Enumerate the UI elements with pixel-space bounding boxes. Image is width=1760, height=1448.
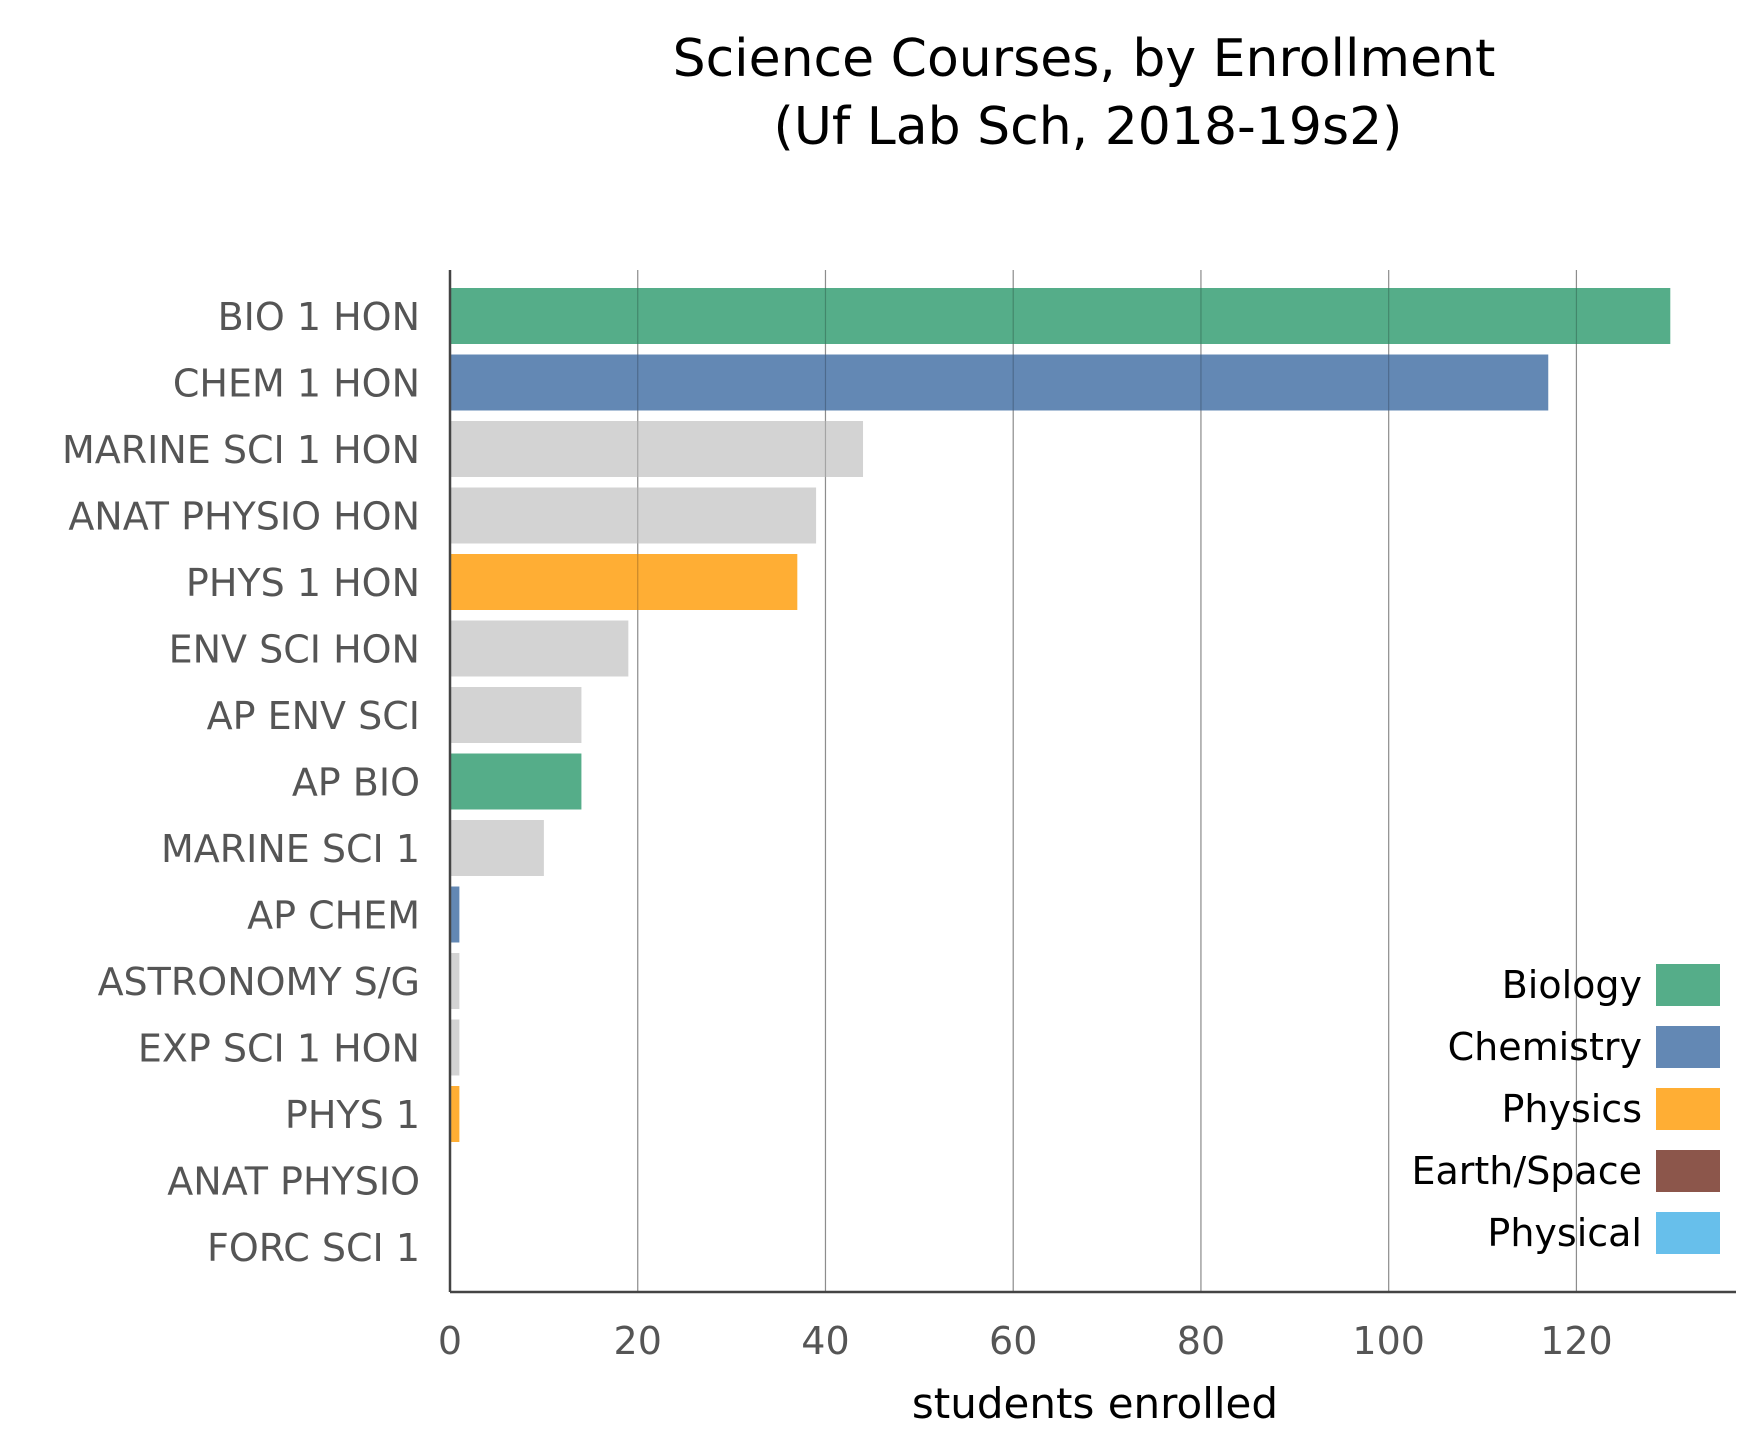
category-label: MARINE SCI 1 HON [62,428,420,472]
bar-bio-1-hon [450,288,1671,344]
bar-phys-1 [450,1086,460,1142]
legend: Biology Chemistry Physics Earth/Space Physic… [1411,963,1720,1255]
bar-ap-chem [450,886,460,943]
x-tick-label: 80 [1177,1319,1225,1363]
category-label: AP CHEM [247,894,420,938]
x-tick-labels: 0 20 40 60 80 100 120 [438,1319,1613,1363]
x-tick-label: 0 [438,1319,462,1363]
legend-swatch [1656,1026,1720,1068]
category-label: CHEM 1 HON [173,362,420,406]
legend-swatch [1656,1212,1720,1254]
category-labels: BIO 1 HON CHEM 1 HON MARINE SCI 1 HON ANAT … [62,295,420,1270]
x-tick-label: 120 [1540,1319,1613,1363]
category-label: AP ENV SCI [207,694,420,738]
bar-anat-physio-hon [450,487,817,544]
x-axis-title: students enrolled [912,1379,1278,1428]
bar-env-sci-hon [450,620,629,677]
bar-chem-1-hon [450,354,1549,411]
legend-label: Earth/Space [1411,1149,1642,1193]
legend-swatch [1656,1088,1720,1130]
category-label: ASTRONOMY S/G [98,960,420,1004]
x-tick-label: 40 [801,1319,849,1363]
category-label: PHYS 1 HON [186,561,420,605]
x-tick-label: 100 [1352,1319,1425,1363]
category-label: FORC SCI 1 [207,1226,420,1270]
category-label: BIO 1 HON [218,295,420,339]
chart-title: Science Courses, by Enrollment (Uf Lab Sc… [673,29,1496,157]
legend-swatch [1656,1150,1720,1192]
legend-label: Physics [1501,1087,1642,1131]
category-label: ANAT PHYSIO HON [68,495,420,539]
bar-ap-bio [450,753,582,810]
bar-marine-sci-1-hon [450,421,864,477]
legend-label: Chemistry [1448,1025,1642,1069]
x-tick-label: 60 [989,1319,1037,1363]
bar-ap-env-sci [450,687,582,743]
category-label: AP BIO [292,761,420,805]
x-tick-label: 20 [614,1319,662,1363]
chart-title-line-1: Science Courses, by Enrollment [673,29,1496,89]
bar-exp-sci-1-hon [450,1019,460,1076]
category-label: EXP SCI 1 HON [138,1027,420,1071]
bar-astronomy-s-g [450,953,460,1009]
bars [450,270,1671,1292]
bar-phys-1-hon [450,554,798,610]
category-label: MARINE SCI 1 [161,827,420,871]
legend-label: Physical [1487,1211,1642,1255]
axes [448,270,1736,1294]
legend-swatch [1656,964,1720,1006]
category-label: PHYS 1 [285,1093,420,1137]
bar-marine-sci-1 [450,820,544,876]
category-label: ANAT PHYSIO [167,1160,420,1204]
legend-label: Biology [1502,963,1642,1007]
category-label: ENV SCI HON [169,628,420,672]
chart-title-line-2: (Uf Lab Sch, 2018-19s2) [774,97,1403,157]
